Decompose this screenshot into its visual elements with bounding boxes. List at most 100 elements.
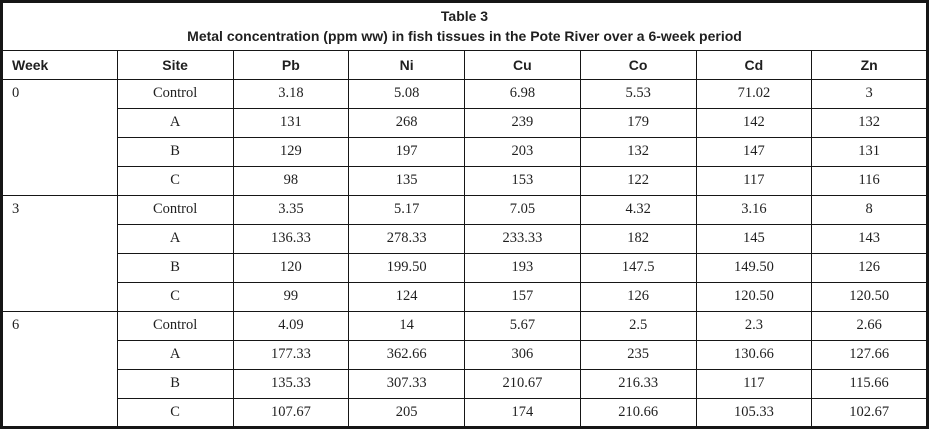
value-cell: 131 — [811, 136, 928, 167]
value-cell: 105.33 — [695, 397, 813, 429]
value-cell: 7.05 — [464, 194, 581, 225]
value-cell: 210.67 — [464, 368, 581, 399]
value-cell: 216.33 — [579, 368, 697, 399]
value-cell: 5.08 — [348, 78, 465, 109]
value-cell: 136.33 — [232, 223, 350, 254]
value-cell: 129 — [232, 136, 350, 167]
column-header-co: Co — [579, 49, 697, 80]
value-cell: 149.50 — [695, 252, 813, 283]
table-row: B 129 197 203 132 147 131 — [2, 136, 928, 167]
value-cell: 143 — [811, 223, 928, 254]
site-cell: C — [116, 397, 234, 429]
column-header-ni: Ni — [348, 49, 465, 80]
table-row: C 99 124 157 126 120.50 120.50 — [2, 281, 928, 312]
value-cell: 6.98 — [464, 78, 581, 109]
week-cell: 0 — [1, 78, 118, 196]
value-cell: 126 — [811, 252, 928, 283]
value-cell: 135.33 — [232, 368, 350, 399]
site-cell: A — [116, 339, 234, 370]
column-header-week: Week — [1, 49, 118, 80]
value-cell: 126 — [579, 281, 697, 312]
value-cell: 362.66 — [348, 339, 465, 370]
value-cell: 145 — [695, 223, 813, 254]
value-cell: 307.33 — [348, 368, 465, 399]
value-cell: 132 — [579, 136, 697, 167]
header-row: Week Site Pb Ni Cu Co Cd Zn — [1, 49, 928, 80]
week-cell: 6 — [1, 310, 118, 429]
site-cell: C — [116, 281, 234, 312]
column-header-cd: Cd — [695, 49, 813, 80]
table-body: 0 Control 3.18 5.08 6.98 5.53 71.02 3 A 131 268 239… — [1, 78, 928, 429]
value-cell: 2.3 — [695, 310, 813, 341]
value-cell: 102.67 — [811, 397, 928, 429]
value-cell: 147 — [695, 136, 813, 167]
value-cell: 233.33 — [464, 223, 581, 254]
value-cell: 153 — [464, 165, 581, 196]
value-cell: 182 — [579, 223, 697, 254]
value-cell: 8 — [811, 194, 928, 225]
value-cell: 5.17 — [348, 194, 465, 225]
table-row: C 107.67 205 174 210.66 105.33 102.67 — [2, 397, 928, 429]
value-cell: 157 — [464, 281, 581, 312]
value-cell: 2.5 — [579, 310, 697, 341]
value-cell: 239 — [464, 107, 581, 138]
value-cell: 71.02 — [695, 78, 813, 109]
value-cell: 235 — [579, 339, 697, 370]
value-cell: 147.5 — [579, 252, 697, 283]
column-header-site: Site — [116, 49, 234, 80]
table-row: B 135.33 307.33 210.67 216.33 117 115.66 — [2, 368, 928, 399]
value-cell: 3.35 — [232, 194, 350, 225]
value-cell: 203 — [464, 136, 581, 167]
value-cell: 179 — [579, 107, 697, 138]
value-cell: 5.67 — [464, 310, 581, 341]
value-cell: 142 — [695, 107, 813, 138]
value-cell: 4.32 — [579, 194, 697, 225]
table-row: 3 Control 3.35 5.17 7.05 4.32 3.16 8 — [1, 194, 928, 312]
table-row: A 177.33 362.66 306 235 130.66 127.66 — [2, 339, 928, 370]
value-cell: 306 — [464, 339, 581, 370]
value-cell: 4.09 — [232, 310, 350, 341]
value-cell: 107.67 — [232, 397, 350, 429]
value-cell: 197 — [348, 136, 465, 167]
value-cell: 199.50 — [348, 252, 465, 283]
value-cell: 130.66 — [695, 339, 813, 370]
table-row: A 136.33 278.33 233.33 182 145 143 — [2, 223, 928, 254]
site-cell: A — [116, 107, 234, 138]
value-cell: 127.66 — [811, 339, 928, 370]
value-cell: 116 — [811, 165, 928, 196]
table-caption-row: Table 3 Metal concentration (ppm ww) in … — [1, 1, 928, 51]
value-cell: 210.66 — [579, 397, 697, 429]
value-cell: 131 — [232, 107, 350, 138]
value-cell: 124 — [348, 281, 465, 312]
site-cell: A — [116, 223, 234, 254]
table-title: Table 3 — [440, 8, 489, 24]
value-cell: 3.18 — [232, 78, 350, 109]
value-cell: 205 — [348, 397, 465, 429]
site-cell: B — [116, 136, 234, 167]
value-cell: 115.66 — [811, 368, 928, 399]
value-cell: 120 — [232, 252, 350, 283]
week-cell: 3 — [1, 194, 118, 312]
value-cell: 2.66 — [811, 310, 928, 341]
table-row: 0 Control 3.18 5.08 6.98 5.53 71.02 3 — [1, 78, 928, 196]
value-cell: 14 — [348, 310, 465, 341]
site-cell: Control — [116, 194, 234, 225]
value-cell: 3.16 — [695, 194, 813, 225]
table-caption: Table 3 Metal concentration (ppm ww) in … — [1, 1, 928, 51]
value-cell: 120.50 — [695, 281, 813, 312]
value-cell: 98 — [232, 165, 350, 196]
value-cell: 117 — [695, 368, 813, 399]
value-cell: 268 — [348, 107, 465, 138]
site-cell: Control — [116, 78, 234, 109]
site-cell: B — [116, 368, 234, 399]
table-row: 6 Control 4.09 14 5.67 2.5 2.3 2.66 — [1, 310, 928, 429]
value-cell: 174 — [464, 397, 581, 429]
value-cell: 3 — [811, 78, 928, 109]
value-cell: 122 — [579, 165, 697, 196]
site-cell: Control — [116, 310, 234, 341]
column-header-zn: Zn — [811, 49, 928, 80]
site-cell: C — [116, 165, 234, 196]
value-cell: 193 — [464, 252, 581, 283]
